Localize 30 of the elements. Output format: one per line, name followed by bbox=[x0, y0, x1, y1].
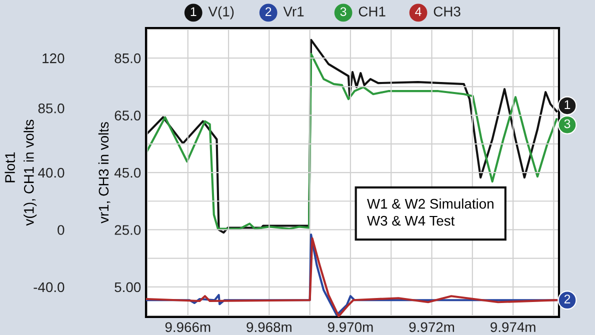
x-tick-label: 9.972m bbox=[409, 322, 454, 332]
y-tick-label: 65.0 bbox=[114, 110, 141, 120]
y-axis-title: vr1, CH3 in volts bbox=[98, 122, 110, 224]
y-tick-label: 25.0 bbox=[114, 225, 141, 235]
y2-tick-label: -40.0 bbox=[34, 282, 64, 292]
x-tick-label: 9.974m bbox=[490, 322, 536, 332]
y2-tick-label: 120 bbox=[42, 53, 64, 64]
y-tick-label: 85.0 bbox=[114, 53, 141, 64]
legend-label: V(1) bbox=[208, 6, 234, 20]
text: Plot1 bbox=[4, 152, 15, 182]
text: 4 bbox=[415, 7, 422, 16]
legend-label: CH1 bbox=[358, 6, 386, 16]
text: 3 bbox=[340, 7, 346, 16]
text: 2 bbox=[564, 294, 570, 304]
y-tick-label: 45.0 bbox=[114, 168, 141, 178]
y2-tick-label: 85.0 bbox=[38, 103, 64, 114]
text: 3 bbox=[564, 119, 570, 128]
x-tick-label: 9.970m bbox=[328, 322, 373, 332]
legend-label: Vr1 bbox=[283, 6, 304, 16]
legend-label: CH3 bbox=[434, 6, 460, 16]
x-tick-label: 9.968m bbox=[246, 322, 292, 332]
text: 1 bbox=[564, 100, 570, 109]
annotation: W1 & W2 Simulation W3 & W4 Test bbox=[367, 198, 494, 226]
y2-tick-label: 0 bbox=[58, 225, 64, 235]
y2-tick-label: 40.0 bbox=[38, 168, 64, 178]
x-tick-label: 9.966m bbox=[165, 322, 210, 332]
y2-axis-title: v(1), CH1 in volts bbox=[24, 120, 37, 226]
text: 2 bbox=[266, 7, 272, 16]
y-tick-label: 5.00 bbox=[114, 282, 141, 292]
text: 1 bbox=[190, 7, 196, 16]
